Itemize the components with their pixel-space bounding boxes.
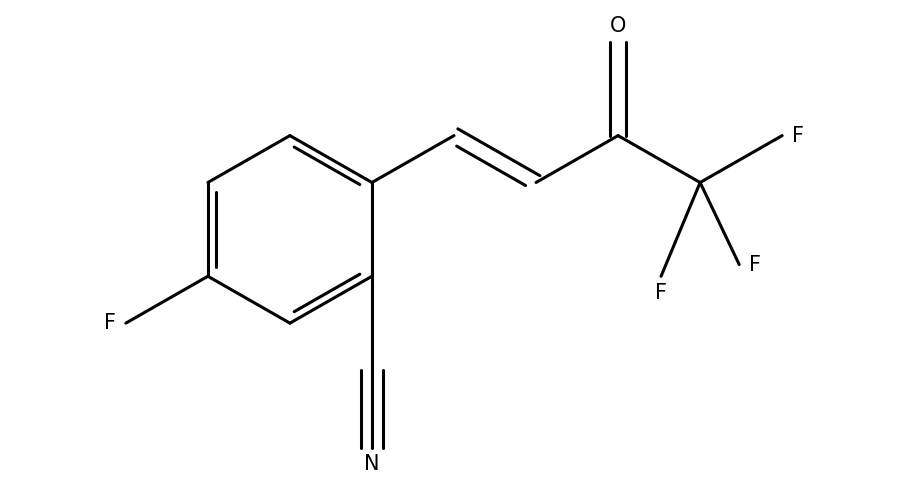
Text: F: F <box>655 283 667 302</box>
Text: O: O <box>610 16 627 36</box>
Text: F: F <box>748 254 761 274</box>
Text: F: F <box>792 125 804 146</box>
Text: N: N <box>364 454 380 474</box>
Text: F: F <box>104 313 116 333</box>
